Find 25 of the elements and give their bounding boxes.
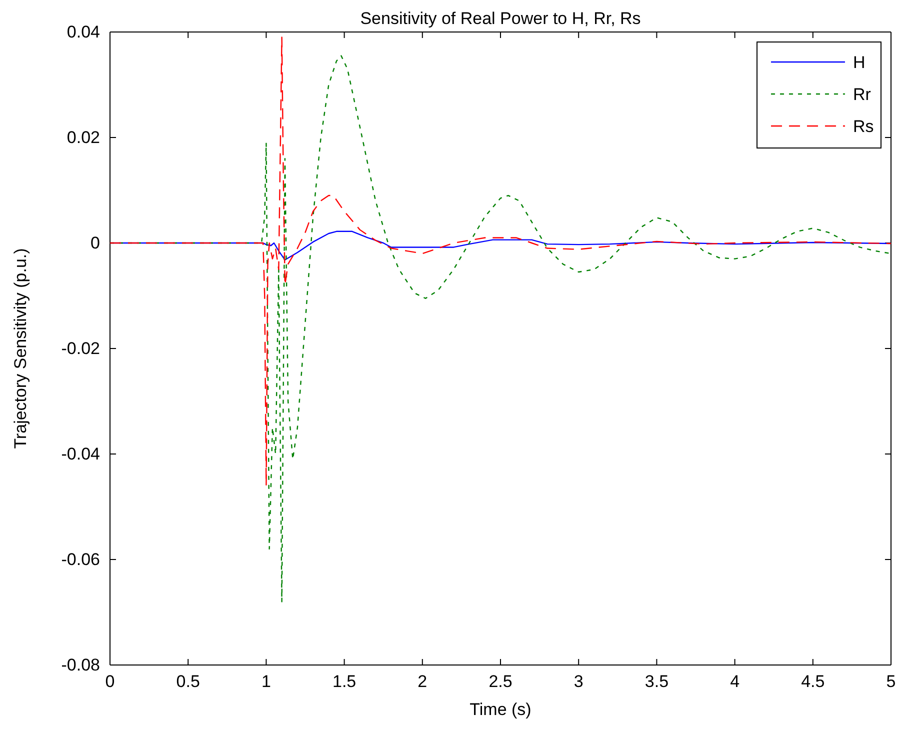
- line-series: [109, 36, 892, 486]
- y-tick-label: 0.02: [66, 128, 100, 147]
- x-tick-label: 1: [261, 672, 271, 692]
- legend-label: H: [853, 53, 866, 72]
- y-tick-label: -0.08: [61, 655, 100, 674]
- x-tick-label: 4.5: [801, 672, 825, 692]
- y-tick-label: 0: [90, 233, 100, 252]
- x-tick-label: 4: [730, 672, 740, 692]
- y-tick-label: -0.02: [61, 338, 100, 358]
- x-tick-label: 3.5: [644, 672, 669, 692]
- x-tick-label: 1.5: [332, 672, 356, 692]
- x-tick-label: 5: [886, 672, 896, 692]
- legend-label: Rr: [853, 85, 872, 104]
- y-tick-label: -0.06: [61, 550, 100, 569]
- y-tick-label: -0.04: [61, 444, 100, 464]
- legend-label: Rs: [853, 117, 874, 136]
- x-tick-label: 3: [574, 672, 584, 692]
- y-tick-label: 0.04: [66, 22, 100, 42]
- y-axis-title: Trajectory Sensitivity (p.u.): [11, 248, 30, 449]
- x-tick-label: 0.5: [176, 672, 200, 692]
- x-tick-label: 2: [418, 672, 428, 692]
- x-tick-label: 0: [105, 672, 115, 692]
- chart-title: Sensitivity of Real Power to H, Rr, Rs: [360, 9, 641, 28]
- x-tick-label: 2.5: [488, 672, 512, 692]
- x-axis-title: Time (s): [470, 700, 532, 719]
